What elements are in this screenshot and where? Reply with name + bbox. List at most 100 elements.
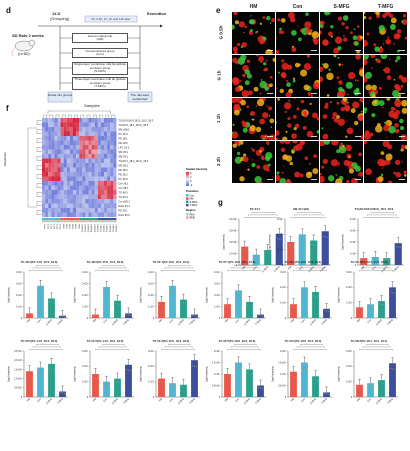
heatmap-cell: [42, 122, 46, 128]
heatmap-cell: [82, 203, 86, 209]
heatmap-cell: [97, 212, 101, 218]
group-con-abbr: (Con): [96, 52, 104, 56]
heatmap-cell: [88, 203, 92, 209]
bar: [125, 364, 132, 397]
heatmap-row-label: PC 36:2: [118, 177, 128, 181]
heatmap-cell: [110, 208, 114, 213]
heatmap-cell: [79, 194, 83, 200]
heatmap-cell: [69, 122, 74, 128]
legend-gradient: [186, 172, 189, 186]
heatmap-cell: [69, 208, 74, 213]
heatmap-cell: [45, 118, 49, 123]
heatmap-cell: [66, 181, 70, 186]
x-tick-label: S-MFG: [111, 397, 119, 405]
heatmap-cell: [82, 185, 86, 191]
significance-bracket: [366, 265, 389, 267]
heatmap-cell: [79, 163, 83, 168]
heatmap-cell: [88, 118, 92, 123]
y-tick-label: 3×10⁸: [277, 217, 283, 221]
heatmap-cell: [85, 208, 89, 213]
heatmap-group-bar: [63, 218, 67, 220]
x-tick-label: Con: [169, 397, 175, 403]
bar: [389, 287, 396, 318]
y-tick-label: 3×10⁷: [82, 281, 88, 285]
y-tick-label: 2×10⁷: [280, 349, 286, 353]
heatmap-group-bar: [79, 218, 83, 220]
heatmap-cell: [107, 158, 111, 164]
heatmap-cell: [113, 176, 117, 182]
x-tick-label: HM: [158, 398, 163, 403]
heatmap-cell: [97, 181, 101, 186]
x-tick-label: HM: [288, 266, 293, 271]
legend-swatch: [186, 200, 189, 204]
x-tick-label: HM: [26, 398, 31, 403]
heatmap-cell: [100, 194, 105, 200]
heatmap-cell: [85, 140, 89, 146]
heatmap-cell: [73, 208, 77, 213]
heatmap-cell: [45, 158, 49, 164]
heatmap-cell: [69, 154, 74, 159]
heatmap-col-label: S-MFG3: [87, 224, 89, 233]
heatmap-region-bar: [63, 220, 67, 223]
heatmap-cell: [79, 145, 83, 150]
heatmap-cell: [51, 203, 55, 209]
heatmap-cell: [69, 181, 74, 186]
y-axis-label: Lipid intensity: [73, 365, 77, 381]
bar: [37, 285, 44, 318]
heatmap-cell: [113, 131, 117, 137]
row-dendrogram: [27, 120, 42, 215]
heatmap-cell: [60, 172, 64, 177]
significance-bracket: [290, 217, 326, 219]
bar: [323, 392, 330, 397]
heatmap-cell: [60, 203, 64, 209]
y-tick-label: 4×10⁷: [148, 270, 154, 274]
heatmap-cell: [88, 185, 92, 191]
heatmap-region-bar: [94, 220, 98, 223]
heatmap-col-label: T-MFG2: [102, 224, 104, 233]
heatmap-row-label: SM 38:1: [118, 164, 128, 168]
heatmap-cell: [110, 158, 114, 164]
bar-chart: TG 49:0(TG 15:0_16:0_18:0) 4×10⁷ 3×10⁷ 2×10…: [73, 260, 134, 326]
microscopy-image: [232, 12, 275, 54]
heatmap-cell: [104, 145, 108, 150]
heatmap-cell: [57, 122, 61, 128]
heatmap-cell: [113, 136, 117, 141]
heatmap-cell: [113, 145, 117, 150]
heatmap-cell: [91, 194, 95, 200]
heatmap-row-label: SM 36:1: [118, 150, 128, 154]
heatmap-cell: [69, 136, 74, 141]
y-tick-label: 0: [285, 397, 287, 399]
heatmap-cell: [48, 118, 52, 123]
heatmap-cell: [82, 118, 86, 123]
bar: [290, 304, 297, 318]
heatmap-cell: [51, 194, 55, 200]
heatmap-cell: [69, 199, 74, 204]
heatmap-row-label: Cer d18:1: [118, 200, 130, 204]
chart-title: TG 61:3(TG 22:1_21:0_18:2): [351, 260, 388, 264]
heatmap-cell: [76, 212, 80, 218]
heatmap-row-label: Cer 38:1: [118, 186, 129, 190]
heatmap-cell: [76, 140, 80, 146]
significance-bracket: [230, 267, 259, 269]
heatmap-cell: [85, 185, 89, 191]
microscopy-image: [232, 98, 275, 140]
heatmap-cell: [45, 208, 49, 213]
heatmap-cell: [104, 131, 108, 137]
heatmap-cell: [76, 136, 80, 141]
heatmap-cell: [104, 158, 108, 164]
x-tick-label: S-MFG: [262, 265, 270, 273]
heatmap-cell: [54, 176, 58, 182]
significance-bracket: [296, 346, 325, 348]
heatmap-cell: [63, 185, 67, 191]
heatmap-col-label: HM5: [74, 224, 76, 229]
heatmap-cell: [113, 190, 117, 195]
heatmap-cell: [54, 122, 58, 128]
heatmap-cell: [113, 208, 117, 213]
heatmap-cell: [91, 203, 95, 209]
heatmap-cell: [57, 212, 61, 218]
heatmap-cell: [73, 131, 77, 137]
heatmap-cell: [100, 118, 105, 123]
chart-axis: [23, 272, 68, 319]
heatmap-cell: [85, 172, 89, 177]
microscopy-image: [276, 98, 319, 140]
